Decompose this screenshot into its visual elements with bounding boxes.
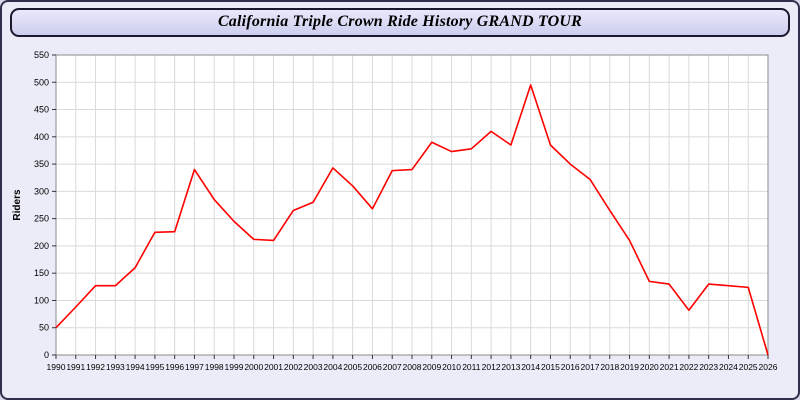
svg-text:100: 100	[34, 295, 49, 305]
svg-text:2023: 2023	[699, 362, 718, 372]
riders-series-line	[55, 84, 769, 356]
svg-text:1994: 1994	[126, 362, 145, 372]
svg-text:2019: 2019	[620, 362, 639, 372]
svg-text:2008: 2008	[403, 362, 422, 372]
svg-text:2022: 2022	[679, 362, 698, 372]
svg-text:2013: 2013	[501, 362, 520, 372]
svg-text:2006: 2006	[363, 362, 382, 372]
svg-text:2024: 2024	[719, 362, 738, 372]
svg-text:50: 50	[39, 323, 49, 333]
svg-text:550: 550	[34, 50, 49, 60]
svg-text:400: 400	[34, 132, 49, 142]
svg-text:2016: 2016	[561, 362, 580, 372]
svg-text:1997: 1997	[185, 362, 204, 372]
svg-text:2017: 2017	[581, 362, 600, 372]
svg-text:2026: 2026	[759, 362, 778, 372]
svg-text:1995: 1995	[145, 362, 164, 372]
svg-text:350: 350	[34, 159, 49, 169]
svg-text:2020: 2020	[640, 362, 659, 372]
svg-text:2009: 2009	[422, 362, 441, 372]
x-axis-labels: 1990 1991 1992 1993 1994 1995 1996 1997 1998 1999…	[47, 355, 778, 372]
svg-text:2010: 2010	[442, 362, 461, 372]
svg-text:200: 200	[34, 241, 49, 251]
svg-text:2002: 2002	[284, 362, 303, 372]
svg-text:2007: 2007	[383, 362, 402, 372]
svg-text:2000: 2000	[244, 362, 263, 372]
y-axis-labels: 0 50 100 150 200 250 300 350 400 450 500 550	[34, 50, 56, 360]
y-axis-title: Riders	[12, 189, 23, 221]
grid-lines	[55, 54, 769, 356]
svg-text:300: 300	[34, 186, 49, 196]
svg-text:2021: 2021	[660, 362, 679, 372]
svg-text:1991: 1991	[66, 362, 85, 372]
svg-text:1992: 1992	[86, 362, 105, 372]
svg-text:1998: 1998	[205, 362, 224, 372]
svg-text:2014: 2014	[521, 362, 540, 372]
svg-text:2012: 2012	[482, 362, 501, 372]
svg-text:2001: 2001	[264, 362, 283, 372]
chart-wrap: 0 50 100 150 200 250 300 350 400 450 500 550 1990 199…	[8, 45, 790, 388]
svg-text:500: 500	[34, 77, 49, 87]
svg-text:2003: 2003	[304, 362, 323, 372]
svg-text:250: 250	[34, 214, 49, 224]
svg-text:2011: 2011	[462, 362, 481, 372]
page-title: California Triple Crown Ride History GRA…	[217, 13, 583, 30]
svg-text:0: 0	[44, 350, 49, 360]
svg-text:450: 450	[34, 105, 49, 115]
svg-text:2025: 2025	[739, 362, 758, 372]
svg-text:150: 150	[34, 268, 49, 278]
svg-text:2015: 2015	[541, 362, 560, 372]
title-bar: California Triple Crown Ride History GRA…	[10, 8, 790, 37]
svg-text:1996: 1996	[165, 362, 184, 372]
svg-text:1999: 1999	[225, 362, 244, 372]
svg-text:1990: 1990	[47, 362, 66, 372]
svg-text:2018: 2018	[600, 362, 619, 372]
svg-text:2004: 2004	[323, 362, 342, 372]
svg-text:1993: 1993	[106, 362, 125, 372]
svg-text:2005: 2005	[343, 362, 362, 372]
